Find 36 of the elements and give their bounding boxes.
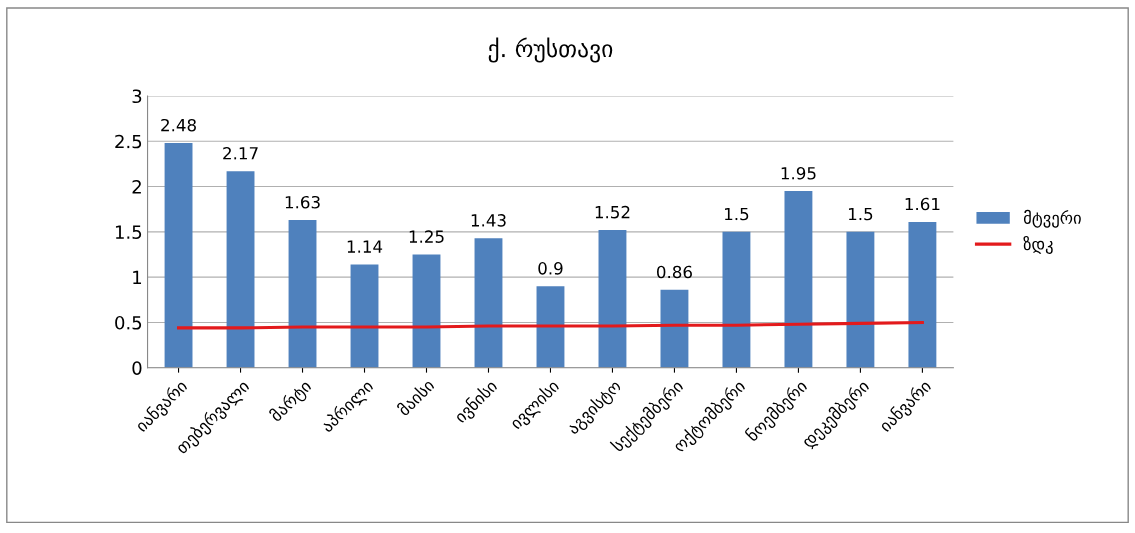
bar: [908, 221, 937, 368]
bar: [846, 231, 875, 368]
data-label: 1.63: [285, 195, 320, 209]
bar: [226, 171, 255, 368]
y-tick-label: 1: [133, 270, 142, 285]
bar: [412, 254, 441, 368]
bar: [660, 289, 689, 368]
bar: [722, 231, 751, 368]
data-label: 1.95: [781, 166, 816, 180]
data-label: 1.52: [595, 205, 630, 219]
data-label: 1.5: [725, 207, 749, 221]
bar: [288, 220, 317, 368]
chart-title: ქ. რუსთავი: [488, 37, 613, 63]
data-label: 0.86: [657, 265, 692, 279]
y-tick-label: 2: [132, 180, 141, 194]
data-label: 1.25: [409, 230, 444, 243]
bar: [474, 238, 503, 368]
bar: [536, 286, 565, 368]
bar: [164, 143, 193, 368]
data-label: 2.48: [161, 118, 196, 132]
y-tick-label: 2.5: [115, 134, 142, 149]
data-label: 1.5: [849, 207, 873, 221]
legend-label: მტვერი: [1023, 209, 1081, 228]
data-label: 0.9: [538, 262, 563, 275]
y-tick-label: 0.5: [115, 315, 142, 330]
data-label: 1.14: [347, 240, 383, 253]
data-label: 2.17: [223, 146, 258, 160]
bar: [598, 230, 627, 368]
y-tick-label: 0: [132, 361, 142, 375]
bar: [784, 191, 813, 368]
y-tick-label: 3: [132, 89, 142, 104]
y-tick-label: 1.5: [115, 225, 142, 239]
legend-label: ზდკ: [1023, 236, 1053, 254]
data-label: 1.43: [471, 214, 506, 227]
data-label: 1.61: [905, 197, 940, 211]
bar: [350, 264, 379, 368]
